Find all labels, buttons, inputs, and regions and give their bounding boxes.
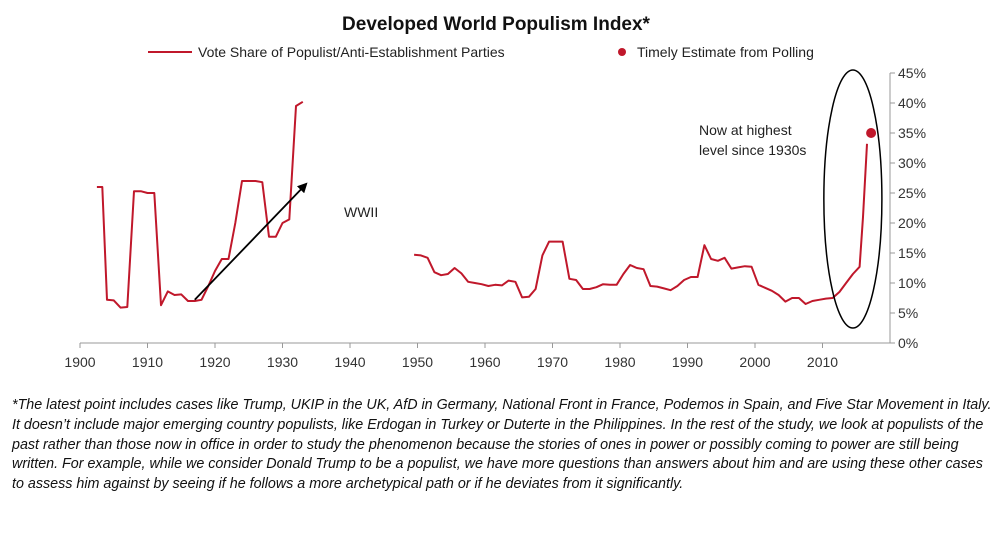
annotation-highest-line2: level since 1930s — [699, 142, 806, 158]
y-tick-label: 15% — [898, 245, 926, 261]
legend-label-vote-share: Vote Share of Populist/Anti-Establishmen… — [198, 44, 505, 60]
x-tick-label: 1980 — [604, 354, 635, 370]
x-tick-label: 1930 — [267, 354, 298, 370]
legend-dot-swatch — [618, 48, 626, 56]
y-tick-label: 25% — [898, 185, 926, 201]
annotations: WWII Now at highest level since 1930s — [194, 69, 883, 329]
x-tick-label: 1970 — [537, 354, 568, 370]
y-tick-label: 40% — [898, 95, 926, 111]
series-line-segment — [414, 143, 868, 305]
x-tick-label: 1900 — [64, 354, 95, 370]
series-group — [96, 100, 877, 309]
highlight-ellipse — [823, 69, 883, 329]
annotation-wwii: WWII — [344, 204, 378, 220]
x-tick-label: 1950 — [402, 354, 433, 370]
chart-title: Developed World Populism Index* — [342, 14, 651, 35]
x-tick-label: 1940 — [334, 354, 365, 370]
polling-estimate-point — [866, 128, 877, 138]
y-tick-label: 10% — [898, 275, 926, 291]
annotation-highest-line1: Now at highest — [699, 122, 792, 138]
x-tick-label: 2000 — [739, 354, 770, 370]
x-tick-label: 1960 — [469, 354, 500, 370]
populism-chart: Developed World Populism Index* Vote Sha… — [64, 14, 926, 370]
legend: Vote Share of Populist/Anti-Establishmen… — [148, 44, 814, 60]
trend-arrow — [194, 182, 308, 301]
x-tick-label: 1910 — [132, 354, 163, 370]
y-tick-label: 0% — [898, 335, 918, 351]
x-tick-label: 1920 — [199, 354, 230, 370]
y-tick-label: 35% — [898, 125, 926, 141]
series-line-segment — [96, 100, 304, 309]
axes: 1900 1910 1920 1930 1940 1950 1960 1970 1980 1990… — [64, 65, 926, 370]
y-tick-label: 30% — [898, 155, 926, 171]
y-tick-label: 20% — [898, 215, 926, 231]
x-tick-label: 2010 — [807, 354, 838, 370]
y-tick-label: 5% — [898, 305, 918, 321]
y-tick-label: 45% — [898, 65, 926, 81]
x-tick-label: 1990 — [672, 354, 703, 370]
legend-label-polling: Timely Estimate from Polling — [637, 44, 814, 60]
footnote: *The latest point includes cases like Tr… — [12, 397, 992, 493]
